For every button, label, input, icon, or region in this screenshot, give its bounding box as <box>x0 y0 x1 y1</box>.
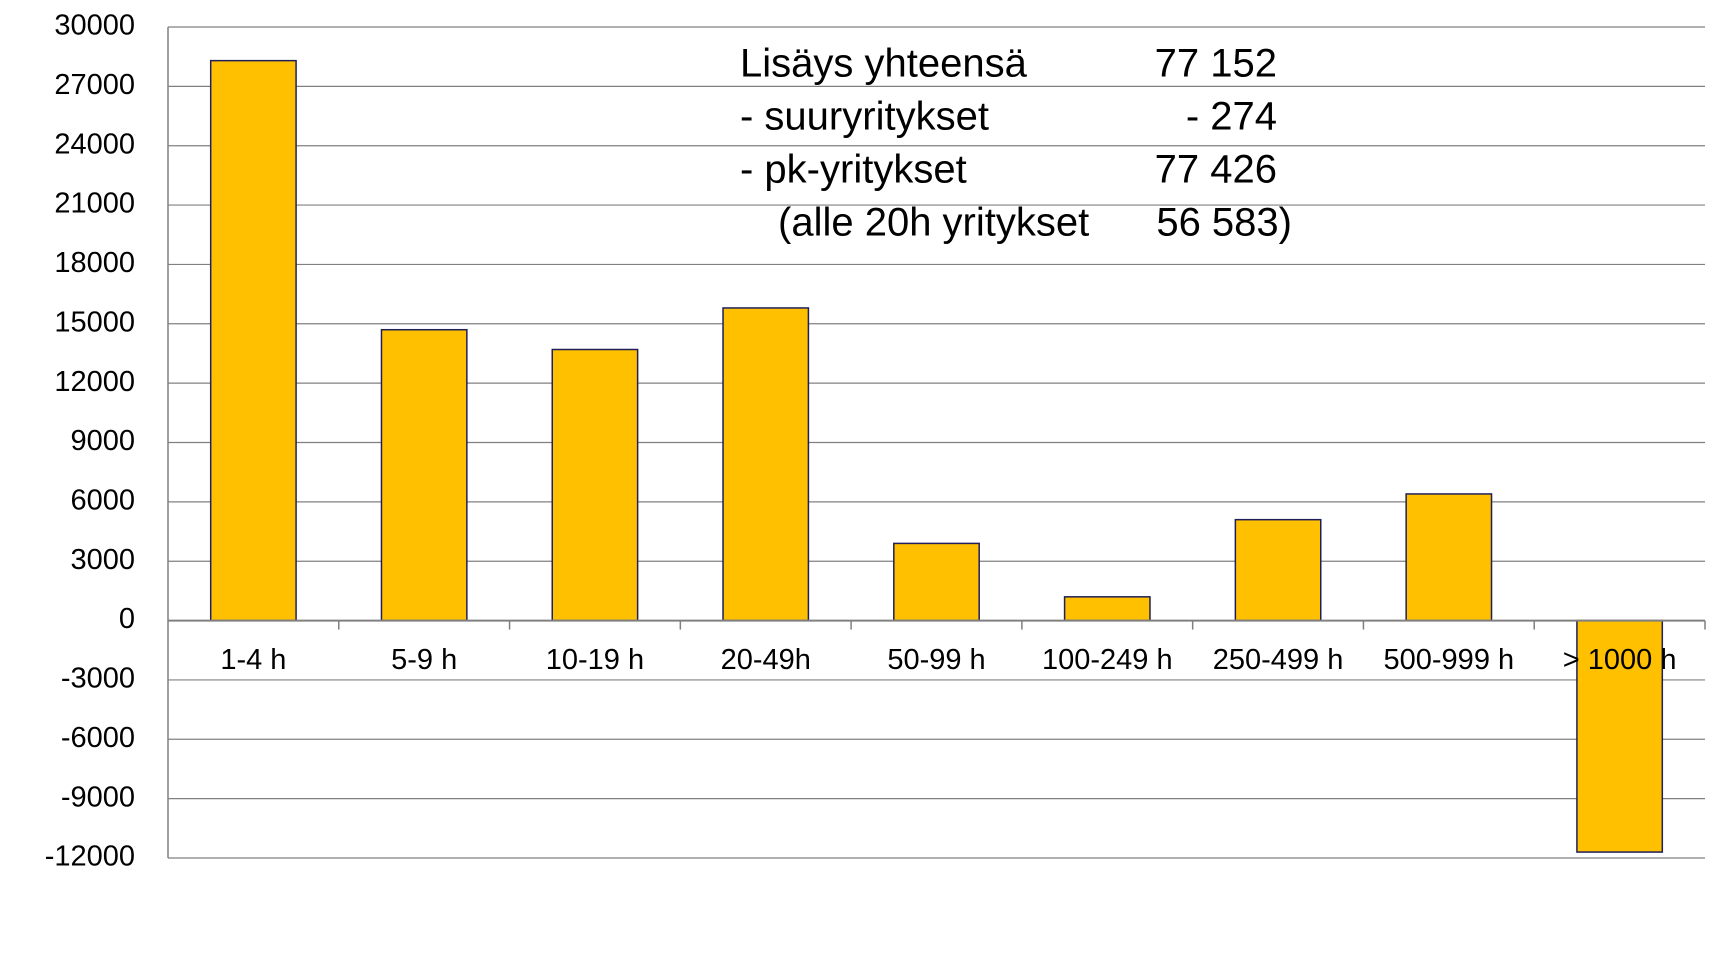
y-tick-label: 6000 <box>70 485 135 517</box>
bar <box>1576 619 1664 853</box>
y-tick-label: -6000 <box>61 722 135 754</box>
y-tick-label: 15000 <box>54 306 135 338</box>
y-tick-label: 9000 <box>70 425 135 457</box>
y-tick-label: 24000 <box>54 128 135 160</box>
bar <box>209 59 297 622</box>
y-tick-label: -3000 <box>61 663 135 695</box>
x-tick-label: 1-4 h <box>220 644 286 676</box>
y-tick-label: 3000 <box>70 544 135 576</box>
x-tick-label: 250-499 h <box>1213 644 1344 676</box>
x-tick-label: 20-49h <box>721 644 811 676</box>
x-tick-label: 50-99 h <box>887 644 985 676</box>
y-tick-label: 27000 <box>54 69 135 101</box>
annotation-label: (alle 20h yritykset <box>778 201 1089 245</box>
y-tick-label: -9000 <box>61 781 135 813</box>
bar <box>380 328 468 622</box>
y-tick-label: 30000 <box>54 10 135 42</box>
annotation-value: 77 152 <box>1155 42 1277 86</box>
annotation-value: 77 426 <box>1155 148 1277 192</box>
annotation-label: - suuryritykset <box>740 95 989 139</box>
y-tick-label: 21000 <box>54 188 135 220</box>
annotation-value: - 274 <box>1186 95 1277 139</box>
y-tick-label: 12000 <box>54 366 135 398</box>
bar <box>893 542 980 622</box>
y-tick-label: 0 <box>119 603 135 635</box>
annotation-label: - pk-yritykset <box>740 148 967 192</box>
bar <box>1405 493 1493 622</box>
bar <box>722 307 810 622</box>
bar <box>1234 518 1322 622</box>
x-tick-label: 5-9 h <box>391 644 457 676</box>
x-tick-label: 10-19 h <box>546 644 644 676</box>
x-tick-label: 100-249 h <box>1042 644 1173 676</box>
y-tick-label: 18000 <box>54 247 135 279</box>
x-tick-label: 500-999 h <box>1384 644 1515 676</box>
x-tick-label: > 1000 h <box>1563 644 1677 676</box>
annotation-value: 56 583) <box>1156 201 1292 245</box>
annotation-label: Lisäys yhteensä <box>740 42 1028 86</box>
bar <box>1063 596 1151 622</box>
bar <box>551 348 639 622</box>
y-tick-label: -12000 <box>45 841 135 873</box>
